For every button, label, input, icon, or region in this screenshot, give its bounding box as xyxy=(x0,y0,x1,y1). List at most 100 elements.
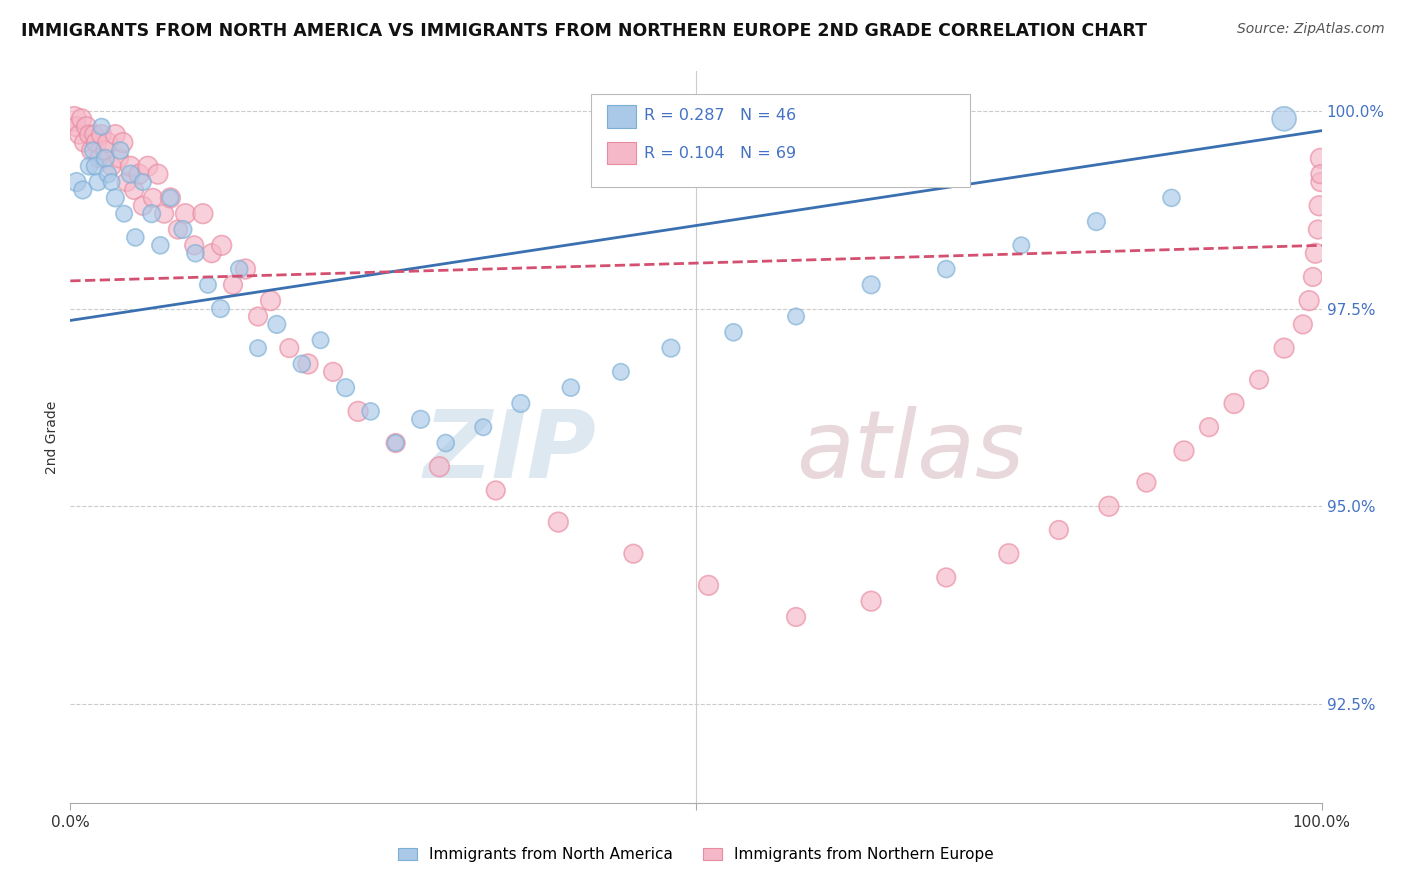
Point xyxy=(67,128,90,142)
Point xyxy=(1249,373,1271,387)
Text: R = 0.104   N = 69: R = 0.104 N = 69 xyxy=(644,146,796,161)
Point xyxy=(1298,293,1320,308)
Point xyxy=(384,436,406,450)
Point xyxy=(659,341,682,355)
Point xyxy=(1302,269,1324,284)
Point xyxy=(90,120,112,134)
Point xyxy=(621,547,644,561)
Point xyxy=(247,310,270,324)
Point xyxy=(610,365,633,379)
Point xyxy=(1306,222,1329,236)
Point xyxy=(132,175,155,189)
Point xyxy=(83,128,105,142)
Point xyxy=(94,144,117,158)
Point xyxy=(184,246,207,260)
Point xyxy=(409,412,432,426)
Point xyxy=(335,381,357,395)
Point xyxy=(72,183,94,197)
Point xyxy=(94,152,117,166)
Point xyxy=(63,112,86,126)
Point xyxy=(65,120,87,134)
Point xyxy=(1010,238,1032,252)
Point xyxy=(65,175,87,189)
Point xyxy=(266,318,288,332)
Point xyxy=(159,191,181,205)
Point xyxy=(1098,500,1121,514)
Point xyxy=(174,207,197,221)
Point xyxy=(111,136,134,150)
Point xyxy=(100,159,122,173)
Point xyxy=(309,333,332,347)
Point xyxy=(167,222,190,236)
Point xyxy=(434,436,457,450)
Point xyxy=(235,262,257,277)
Point xyxy=(172,222,194,236)
Point xyxy=(1047,523,1070,537)
Point xyxy=(191,207,214,221)
Point xyxy=(84,159,107,173)
Point xyxy=(1309,167,1331,181)
Point xyxy=(73,136,96,150)
Point xyxy=(1223,396,1246,410)
Point xyxy=(87,175,110,189)
Point xyxy=(228,262,250,277)
Point xyxy=(146,167,169,181)
Point xyxy=(384,436,406,450)
Text: Source: ZipAtlas.com: Source: ZipAtlas.com xyxy=(1237,22,1385,37)
Legend: Immigrants from North America, Immigrants from Northern Europe: Immigrants from North America, Immigrant… xyxy=(392,841,1000,868)
Point xyxy=(297,357,319,371)
Point xyxy=(77,159,100,173)
Point xyxy=(222,277,245,292)
Point xyxy=(87,152,110,166)
Point xyxy=(82,144,104,158)
Point xyxy=(560,381,582,395)
Point xyxy=(142,191,165,205)
Point xyxy=(120,159,142,173)
Point xyxy=(1160,191,1182,205)
Point xyxy=(997,547,1019,561)
Point xyxy=(110,144,132,158)
Point xyxy=(360,404,382,418)
Text: atlas: atlas xyxy=(796,406,1025,497)
Point xyxy=(97,136,120,150)
Point xyxy=(860,594,883,608)
Point xyxy=(108,152,131,166)
Point xyxy=(112,207,135,221)
Point xyxy=(935,262,957,277)
Text: IMMIGRANTS FROM NORTH AMERICA VS IMMIGRANTS FROM NORTHERN EUROPE 2ND GRADE CORRE: IMMIGRANTS FROM NORTH AMERICA VS IMMIGRA… xyxy=(21,22,1147,40)
Point xyxy=(485,483,508,498)
Point xyxy=(100,175,122,189)
Point xyxy=(128,167,150,181)
Point xyxy=(211,238,233,252)
Point xyxy=(472,420,495,434)
Point xyxy=(723,326,745,340)
Point xyxy=(197,277,219,292)
Point xyxy=(1173,444,1195,458)
Point xyxy=(1309,175,1331,189)
Point xyxy=(259,293,281,308)
Point xyxy=(97,167,120,181)
Point xyxy=(201,246,224,260)
Point xyxy=(70,112,93,126)
Point xyxy=(159,191,181,205)
Point xyxy=(80,144,103,158)
Point xyxy=(347,404,370,418)
Point xyxy=(104,191,127,205)
Text: R = 0.287   N = 46: R = 0.287 N = 46 xyxy=(644,109,796,123)
Point xyxy=(1292,318,1315,332)
Point xyxy=(76,120,98,134)
Text: ZIP: ZIP xyxy=(423,406,596,498)
Point xyxy=(90,128,112,142)
Point xyxy=(149,238,172,252)
Point xyxy=(1308,199,1330,213)
Point xyxy=(124,230,146,244)
Point xyxy=(322,365,344,379)
Point xyxy=(209,301,232,316)
Point xyxy=(278,341,301,355)
Y-axis label: 2nd Grade: 2nd Grade xyxy=(45,401,59,474)
Point xyxy=(1272,341,1295,355)
Point xyxy=(509,396,531,410)
Point xyxy=(122,183,145,197)
Point xyxy=(132,199,155,213)
Point xyxy=(183,238,205,252)
